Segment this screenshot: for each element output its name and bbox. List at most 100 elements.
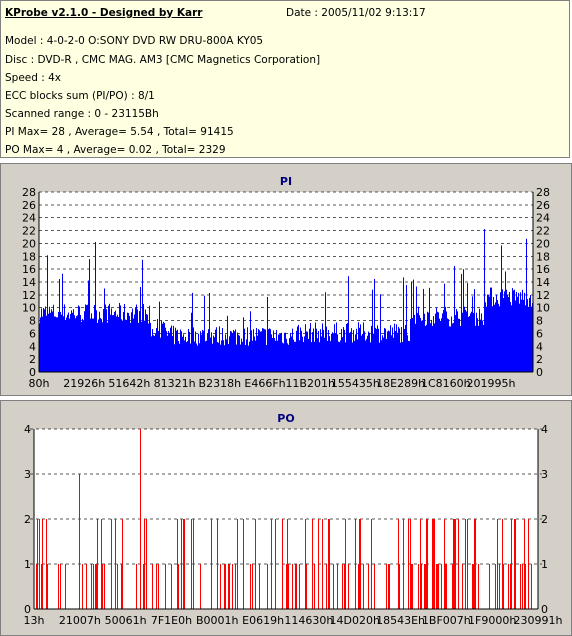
po-bar xyxy=(259,564,260,609)
pi-bar xyxy=(146,314,147,372)
po-bar xyxy=(445,564,446,609)
pi-bar xyxy=(70,313,71,372)
po-bar xyxy=(93,564,94,609)
pi-bar xyxy=(375,327,376,372)
po-bar xyxy=(143,564,144,609)
pi-bar xyxy=(275,340,276,372)
pi-bar xyxy=(463,269,464,372)
pi-bar xyxy=(239,335,240,372)
pi-bar xyxy=(265,329,266,372)
y-tick-label-left: 1 xyxy=(24,558,31,571)
po-bar xyxy=(368,564,369,609)
pi-bar xyxy=(137,309,138,372)
pi-bar xyxy=(127,312,128,372)
pi-bar xyxy=(207,333,208,372)
info-panel: KProbe v2.1.0 - Designed by Karr Date : … xyxy=(0,0,570,158)
pi-bar xyxy=(325,292,326,372)
po-bar xyxy=(229,564,230,609)
pi-bar xyxy=(509,292,510,372)
po-bar xyxy=(318,519,319,609)
pi-bar xyxy=(300,327,301,372)
po-bar xyxy=(322,519,323,609)
pi-bar xyxy=(488,294,489,372)
pi-bar xyxy=(252,340,253,372)
pi-bar xyxy=(332,332,333,372)
pi-bar xyxy=(54,316,55,372)
pi-bar xyxy=(414,314,415,372)
po-bar xyxy=(225,564,226,609)
pi-bar xyxy=(88,280,89,372)
pi-bar xyxy=(445,306,446,372)
pi-bar xyxy=(321,336,322,372)
pi-bar xyxy=(69,318,70,372)
pi-bar xyxy=(169,332,170,372)
pi-bar xyxy=(528,306,529,372)
pi-bar xyxy=(77,315,78,372)
pi-bar xyxy=(219,326,220,372)
chart-title: PI xyxy=(280,175,292,188)
pi-bar xyxy=(155,333,156,372)
pi-bar xyxy=(374,278,375,372)
y-tick-label-left: 4 xyxy=(24,423,31,436)
pi-bar xyxy=(477,318,478,372)
chart-title: PO xyxy=(277,412,294,425)
pi-bar xyxy=(249,341,250,372)
pi-bar xyxy=(182,336,183,372)
y-tick-label-right: 22 xyxy=(536,225,550,238)
pi-bar xyxy=(438,312,439,372)
pi-bar xyxy=(142,259,143,372)
pi-bar xyxy=(46,315,47,372)
pi-bar xyxy=(110,314,111,372)
y-tick-label-left: 3 xyxy=(24,468,31,481)
x-tick-label: 21926h xyxy=(63,377,105,390)
y-tick-label-left: 28 xyxy=(22,186,36,199)
pi-bar xyxy=(100,317,101,372)
pi-bar xyxy=(359,327,360,372)
pi-bar xyxy=(194,341,195,372)
po-bar xyxy=(434,519,435,609)
po-bar xyxy=(386,564,387,609)
y-tick-label-right: 10 xyxy=(536,302,550,315)
pi-bar xyxy=(76,316,77,372)
pi-bar xyxy=(467,283,468,372)
pi-bar xyxy=(419,315,420,372)
po-bar xyxy=(531,564,532,609)
po-bar xyxy=(101,519,102,609)
pi-bar xyxy=(530,295,531,372)
pi-bar xyxy=(368,331,369,372)
po-chart-panel: PO 0 0 1 1 2 2 3 3 4 4 13h 21007h 50061h 7F1E0h B0001h E… xyxy=(0,400,572,636)
po-bar xyxy=(355,519,356,609)
pi-bar xyxy=(304,336,305,372)
po-bar xyxy=(111,519,112,609)
po-bar xyxy=(454,519,455,609)
pi-bar xyxy=(381,340,382,372)
pi-bar xyxy=(531,306,532,372)
pi-bar xyxy=(503,298,504,372)
pi-bar xyxy=(246,339,247,372)
po-bar xyxy=(412,564,413,609)
pi-bar xyxy=(443,309,444,372)
po-bar xyxy=(474,519,475,609)
pi-bar xyxy=(260,331,261,372)
po-bar xyxy=(411,564,412,609)
pi-bar xyxy=(91,313,92,372)
po-bar xyxy=(328,519,329,609)
pi-bar xyxy=(379,342,380,372)
po-bar xyxy=(41,564,42,609)
pi-bar xyxy=(308,338,309,372)
pi-bar xyxy=(73,309,74,372)
pi-bar xyxy=(484,229,485,372)
pi-bar xyxy=(395,331,396,372)
pi-bar xyxy=(178,341,179,372)
pi-bar xyxy=(320,329,321,372)
pi-bar xyxy=(166,331,167,372)
pi-bar xyxy=(79,306,80,372)
pi-bar xyxy=(192,292,193,372)
pi-bar xyxy=(413,279,414,372)
pi-bar xyxy=(60,311,61,372)
pi-bar xyxy=(417,312,418,372)
pi-bar xyxy=(298,324,299,372)
pi-bar xyxy=(317,338,318,372)
pi-bar xyxy=(71,310,72,372)
